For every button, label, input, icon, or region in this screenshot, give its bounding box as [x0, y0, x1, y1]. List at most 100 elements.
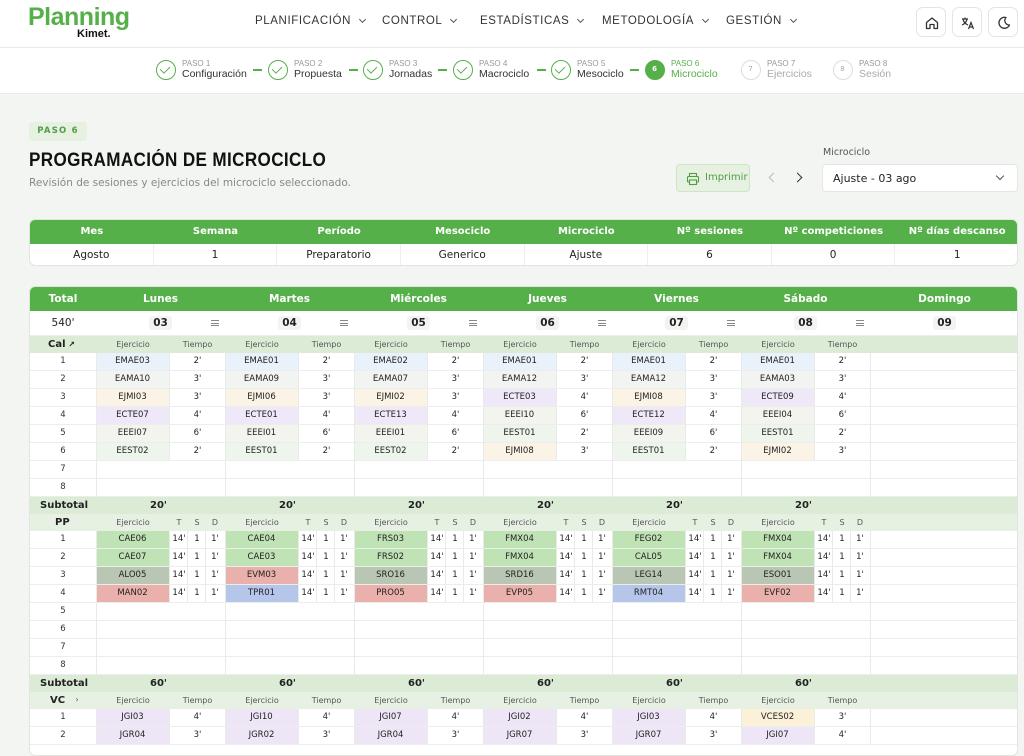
nav-planificacion[interactable]: PLANIFICACIÓN	[255, 15, 367, 27]
exercise-cell[interactable]: CAE07	[96, 549, 169, 566]
exercise-cell[interactable]: FMX04	[483, 531, 556, 548]
exercise-cell[interactable]: TPR01	[225, 585, 298, 602]
prev-microcycle-button[interactable]	[760, 166, 784, 190]
nav-gestion[interactable]: GESTIÓN	[726, 15, 798, 27]
exercise-cell[interactable]: EMAE01	[741, 353, 814, 370]
exercise-cell[interactable]: JGR04	[96, 727, 169, 744]
exercise-cell[interactable]: EEST01	[225, 443, 298, 460]
exercise-cell[interactable]: EAMA10	[96, 371, 169, 388]
exercise-cell[interactable]: JGI03	[612, 709, 685, 726]
exercise-cell[interactable]: EEST02	[96, 443, 169, 460]
exercise-cell[interactable]: EJMI02	[354, 389, 427, 406]
next-microcycle-button[interactable]	[788, 166, 812, 190]
t-col-header: T	[305, 518, 311, 527]
exercise-cell[interactable]: ALO05	[96, 567, 169, 584]
exercise-cell[interactable]: EJMI03	[96, 389, 169, 406]
nav-metodologia[interactable]: METODOLOGÍA	[602, 15, 710, 27]
menu-icon[interactable]	[856, 320, 864, 326]
exercise-cell[interactable]: EMAE01	[612, 353, 685, 370]
menu-icon[interactable]	[727, 320, 735, 326]
exercise-cell[interactable]: CAE03	[225, 549, 298, 566]
nav-estadisticas[interactable]: ESTADÍSTICAS	[480, 15, 585, 27]
exercise-cell[interactable]: FRS02	[354, 549, 427, 566]
exercise-cell[interactable]: EEEI01	[225, 425, 298, 442]
menu-icon[interactable]	[340, 320, 348, 326]
exercise-cell[interactable]: JGI07	[741, 727, 814, 744]
language-button[interactable]	[952, 7, 982, 37]
exercise-cell[interactable]: ECTE07	[96, 407, 169, 424]
theme-toggle-button[interactable]	[988, 7, 1018, 37]
exercise-cell[interactable]: RMT04	[612, 585, 685, 602]
exercise-cell[interactable]: EEST02	[354, 443, 427, 460]
exercise-cell[interactable]: JGI02	[483, 709, 556, 726]
chevron-right-icon[interactable]: ›	[75, 695, 79, 704]
exercise-cell[interactable]: EMAE03	[96, 353, 169, 370]
exercise-cell[interactable]: EEEI10	[483, 407, 556, 424]
exercise-cell[interactable]: SRO16	[354, 567, 427, 584]
print-button[interactable]: Imprimir	[676, 164, 750, 192]
exercise-cell[interactable]: ECTE01	[225, 407, 298, 424]
exercise-cell[interactable]: ECTE12	[612, 407, 685, 424]
exercise-cell[interactable]: EJMI02	[741, 443, 814, 460]
summary-value-cell: Preparatorio	[277, 244, 401, 265]
exercise-cell[interactable]: EEST01	[741, 425, 814, 442]
exercise-cell[interactable]: JGI07	[354, 709, 427, 726]
home-button[interactable]	[916, 7, 946, 37]
exercise-cell[interactable]: FRS03	[354, 531, 427, 548]
cal-label[interactable]: Cal ↗	[48, 339, 76, 350]
exercise-cell[interactable]: FMX04	[483, 549, 556, 566]
exercise-cell[interactable]: EAMA03	[741, 371, 814, 388]
exercise-cell[interactable]: EAMA09	[225, 371, 298, 388]
exercise-cell[interactable]: JGR04	[354, 727, 427, 744]
exercise-cell[interactable]: SRD16	[483, 567, 556, 584]
exercise-cell[interactable]: EAMA12	[612, 371, 685, 388]
exercise-cell[interactable]: EMAE02	[354, 353, 427, 370]
nav-label: CONTROL	[382, 15, 443, 27]
exercise-cell[interactable]: ESO01	[741, 567, 814, 584]
exercise-cell[interactable]: EAMA07	[354, 371, 427, 388]
cell-divider	[721, 585, 722, 602]
exercise-cell[interactable]: EEEI09	[612, 425, 685, 442]
exercise-cell[interactable]: EJMI08	[483, 443, 556, 460]
exercise-cell[interactable]: CAE06	[96, 531, 169, 548]
exercise-cell[interactable]: EJMI06	[225, 389, 298, 406]
exercise-cell[interactable]: EMAE01	[483, 353, 556, 370]
exercise-cell[interactable]: EMAE01	[225, 353, 298, 370]
exercise-cell[interactable]: EEST01	[612, 443, 685, 460]
pp-label[interactable]: PP	[55, 517, 70, 528]
app-logo[interactable]: Planning Kimet.	[28, 3, 138, 43]
exercise-cell[interactable]: VCES02	[741, 709, 814, 726]
vc-label[interactable]: VC	[50, 695, 66, 706]
exercise-cell[interactable]: EEEI01	[354, 425, 427, 442]
exercise-cell[interactable]: CAE04	[225, 531, 298, 548]
exercise-cell[interactable]: EEEI07	[96, 425, 169, 442]
exercise-cell[interactable]: FMX04	[741, 531, 814, 548]
microcycle-select[interactable]: Ajuste - 03 ago	[822, 164, 1018, 192]
exercise-cell[interactable]: FEG02	[612, 531, 685, 548]
exercise-cell[interactable]: EAMA12	[483, 371, 556, 388]
exercise-cell[interactable]: LEG14	[612, 567, 685, 584]
exercise-cell[interactable]: EVM03	[225, 567, 298, 584]
nav-control[interactable]: CONTROL	[382, 15, 458, 27]
exercise-cell[interactable]: EEST01	[483, 425, 556, 442]
exercise-cell[interactable]: EVP05	[483, 585, 556, 602]
menu-icon[interactable]	[469, 320, 477, 326]
exercise-cell[interactable]: ECTE03	[483, 389, 556, 406]
menu-icon[interactable]	[211, 320, 219, 326]
exercise-cell[interactable]: JGI10	[225, 709, 298, 726]
exercise-cell[interactable]: EEEI04	[741, 407, 814, 424]
exercise-cell[interactable]: MAN02	[96, 585, 169, 602]
exercise-cell[interactable]: JGR02	[225, 727, 298, 744]
exercise-cell[interactable]: JGR07	[612, 727, 685, 744]
exercise-cell[interactable]: ECTE13	[354, 407, 427, 424]
exercise-cell[interactable]: FMX04	[741, 549, 814, 566]
exercise-cell[interactable]: PRO05	[354, 585, 427, 602]
exercise-cell[interactable]: EJMI08	[612, 389, 685, 406]
exercise-cell[interactable]: EVF02	[741, 585, 814, 602]
d-col-header: D	[727, 518, 735, 527]
exercise-cell[interactable]: ECTE09	[741, 389, 814, 406]
exercise-cell[interactable]: JGI03	[96, 709, 169, 726]
exercise-cell[interactable]: JGR07	[483, 727, 556, 744]
exercise-cell[interactable]: CAL05	[612, 549, 685, 566]
menu-icon[interactable]	[598, 320, 606, 326]
